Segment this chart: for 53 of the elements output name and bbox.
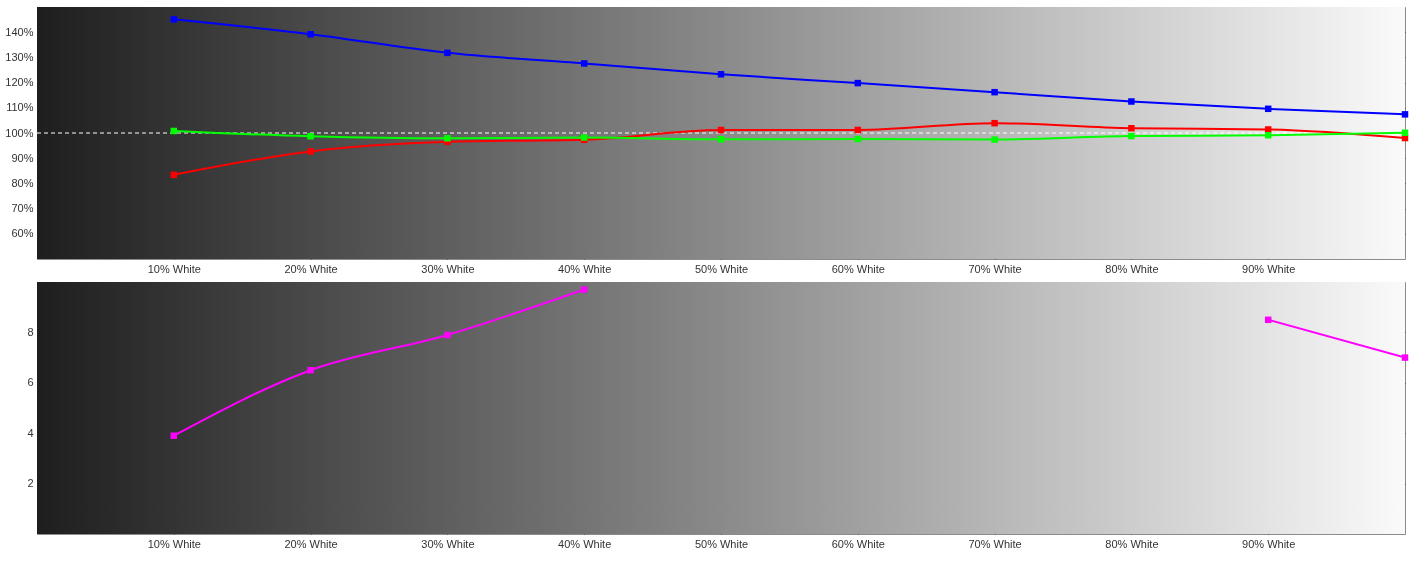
x-tick-label: 40% White [558, 262, 612, 275]
y-tick-label: 2 [27, 477, 34, 490]
y-tick-label: 6 [27, 376, 34, 389]
point [717, 71, 725, 78]
x-tick-label: 60% White [831, 262, 885, 275]
point [580, 286, 588, 293]
point [170, 432, 178, 439]
y-tick-label: 70% [11, 202, 34, 215]
point [717, 136, 725, 143]
y-tick-label: 140% [5, 25, 34, 38]
x-tick-label: 50% White [694, 262, 749, 275]
x-tick-label: 40% White [558, 537, 612, 550]
y-tick-label: 4 [27, 426, 34, 439]
y-tick-label: 90% [11, 151, 34, 164]
x-tick-label: 10% White [147, 537, 201, 550]
y-tick-label: 60% [11, 227, 34, 240]
x-tick-label: 30% White [421, 262, 475, 275]
x-tick-label: 30% White [421, 537, 475, 550]
x-tick-label: 70% White [968, 262, 1022, 275]
point [444, 49, 451, 57]
point [1401, 111, 1409, 118]
x-tick-label: 20% White [284, 262, 338, 275]
point [444, 135, 451, 142]
point [307, 148, 314, 155]
y-tick-label: 100% [5, 126, 34, 139]
x-tick-label: 70% White [968, 537, 1022, 550]
y-tick-label: 130% [5, 50, 34, 63]
point [580, 60, 588, 67]
point [307, 366, 314, 374]
point [1401, 354, 1409, 361]
point [991, 136, 998, 143]
x-tick-label: 10% White [147, 262, 201, 275]
x-tick-label: 80% White [1105, 537, 1159, 550]
x-tick-label: 20% White [284, 537, 338, 550]
point [444, 331, 451, 339]
point [1128, 132, 1135, 140]
point [307, 133, 314, 140]
y-tick-label: 110% [6, 101, 34, 114]
x-tick-label: 90% White [1242, 262, 1296, 275]
point [1128, 124, 1135, 132]
x-tick-label: 60% White [831, 537, 885, 550]
y-tick-label: 8 [27, 325, 34, 338]
point [307, 30, 314, 38]
y-tick-label: 120% [5, 76, 34, 89]
point [1128, 98, 1135, 105]
point [1264, 132, 1272, 139]
point [991, 119, 998, 127]
y-tick-label: 80% [11, 176, 34, 189]
x-tick-label: 90% White [1242, 537, 1296, 550]
point [991, 88, 998, 96]
x-tick-label: 80% White [1105, 262, 1159, 275]
point [170, 16, 178, 23]
x-tick-label: 50% White [694, 537, 749, 550]
